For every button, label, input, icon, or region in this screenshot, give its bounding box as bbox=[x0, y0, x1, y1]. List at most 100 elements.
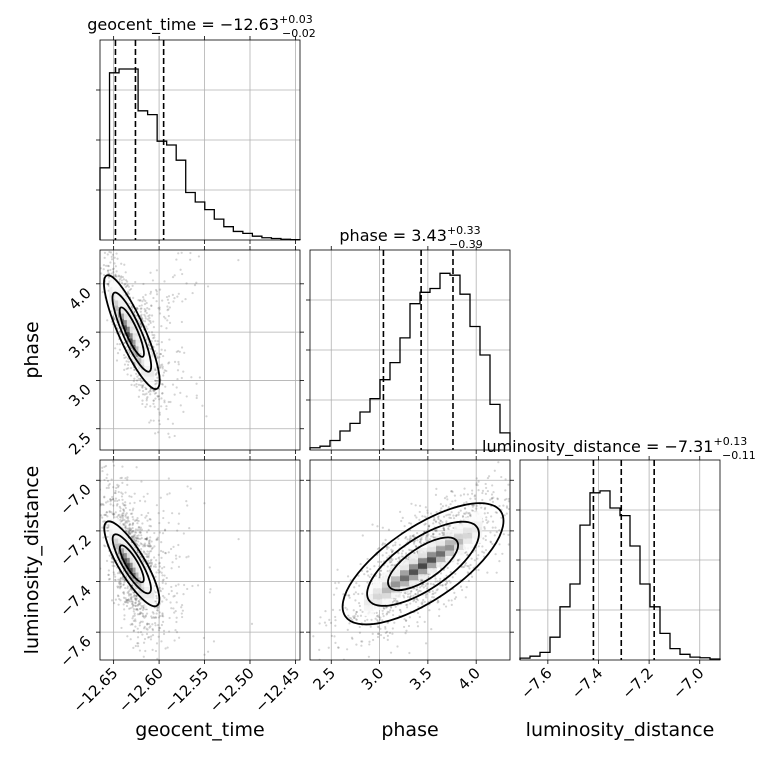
sample-point bbox=[122, 512, 125, 515]
sample-point bbox=[123, 518, 126, 522]
sample-point bbox=[119, 585, 123, 588]
y-tick-label: 4.0 bbox=[65, 284, 95, 314]
sample-point bbox=[134, 618, 137, 621]
sample-point bbox=[391, 632, 394, 635]
sample-point bbox=[133, 536, 136, 539]
sample-point bbox=[125, 512, 128, 515]
sample-point bbox=[118, 343, 122, 346]
sample-point bbox=[504, 489, 507, 492]
sample-point bbox=[143, 537, 146, 541]
sample-point bbox=[379, 569, 382, 572]
sample-point bbox=[150, 563, 153, 566]
sample-point bbox=[131, 284, 134, 287]
sample-point bbox=[318, 622, 321, 625]
sample-point bbox=[105, 526, 108, 529]
sample-point bbox=[138, 531, 141, 534]
sample-point bbox=[500, 475, 503, 479]
sample-point bbox=[128, 607, 131, 610]
sample-point bbox=[470, 557, 473, 560]
sample-point bbox=[419, 540, 422, 543]
sample-point bbox=[172, 300, 175, 303]
sample-point bbox=[122, 583, 125, 586]
sample-point bbox=[379, 573, 382, 576]
sample-point bbox=[144, 315, 147, 318]
sample-point bbox=[141, 608, 145, 612]
sample-point bbox=[141, 389, 145, 393]
sample-point bbox=[167, 592, 170, 596]
sample-point bbox=[446, 566, 449, 569]
sample-point bbox=[426, 582, 430, 585]
density-cell bbox=[144, 593, 155, 604]
sample-point bbox=[445, 582, 449, 585]
sample-point bbox=[151, 623, 154, 626]
sample-point bbox=[158, 521, 161, 525]
sample-point bbox=[142, 655, 145, 658]
sample-point bbox=[155, 269, 159, 272]
sample-point bbox=[173, 297, 176, 300]
sample-point bbox=[387, 528, 391, 531]
sample-point bbox=[111, 253, 115, 256]
sample-point bbox=[118, 582, 121, 585]
sample-point bbox=[136, 609, 139, 612]
sample-point bbox=[157, 635, 160, 638]
sample-point bbox=[432, 533, 435, 536]
sample-point bbox=[442, 603, 446, 606]
sample-point bbox=[123, 356, 126, 360]
density-cell bbox=[463, 539, 474, 550]
sample-point bbox=[469, 514, 472, 517]
sample-point bbox=[115, 275, 118, 278]
sample-point bbox=[153, 334, 156, 337]
sample-point bbox=[359, 608, 362, 612]
sample-point bbox=[132, 610, 135, 613]
sample-point bbox=[146, 318, 149, 321]
sample-point bbox=[106, 282, 109, 286]
sample-point bbox=[100, 514, 103, 517]
sample-point bbox=[167, 400, 170, 404]
sample-point bbox=[417, 605, 420, 609]
sample-point bbox=[162, 629, 166, 632]
sample-point bbox=[405, 552, 408, 555]
sample-point bbox=[485, 518, 488, 522]
sample-point bbox=[137, 642, 140, 645]
sample-point bbox=[366, 581, 369, 584]
sample-point bbox=[355, 618, 358, 621]
sample-point bbox=[138, 528, 142, 531]
sample-point bbox=[459, 494, 462, 497]
sample-point bbox=[90, 252, 92, 254]
sample-point bbox=[142, 615, 145, 618]
sample-point bbox=[419, 538, 422, 541]
sample-point bbox=[124, 526, 127, 529]
sample-point bbox=[118, 578, 122, 581]
sample-point bbox=[157, 626, 161, 629]
sample-point bbox=[118, 571, 121, 574]
sample-point bbox=[480, 506, 483, 509]
sample-point bbox=[137, 299, 140, 302]
sample-point bbox=[157, 431, 160, 434]
x-tick-label: −7.2 bbox=[618, 664, 656, 702]
sample-point bbox=[138, 612, 142, 616]
panel-2d-phase-luminosity-distance: 2.5 3.0 3.5 4.0 bbox=[306, 456, 514, 694]
sample-point bbox=[175, 616, 178, 619]
sample-point bbox=[348, 616, 351, 619]
sample-point bbox=[124, 524, 127, 527]
sample-point bbox=[143, 307, 146, 311]
sample-point bbox=[186, 485, 189, 488]
sample-point bbox=[158, 626, 162, 630]
sample-point bbox=[423, 620, 426, 623]
sample-point bbox=[405, 557, 408, 560]
sample-point bbox=[135, 536, 138, 540]
sample-point bbox=[385, 551, 388, 555]
sample-point bbox=[191, 291, 194, 295]
sample-point bbox=[418, 589, 421, 592]
sample-point bbox=[381, 554, 384, 557]
sample-point bbox=[406, 538, 409, 541]
sample-point bbox=[431, 596, 434, 599]
sample-point bbox=[432, 596, 436, 599]
sample-point bbox=[126, 587, 129, 590]
sample-point bbox=[365, 570, 369, 573]
sample-point bbox=[107, 289, 110, 292]
sample-point bbox=[131, 600, 134, 603]
sample-point bbox=[344, 606, 347, 609]
sample-point bbox=[126, 585, 129, 588]
sample-point bbox=[141, 402, 144, 406]
